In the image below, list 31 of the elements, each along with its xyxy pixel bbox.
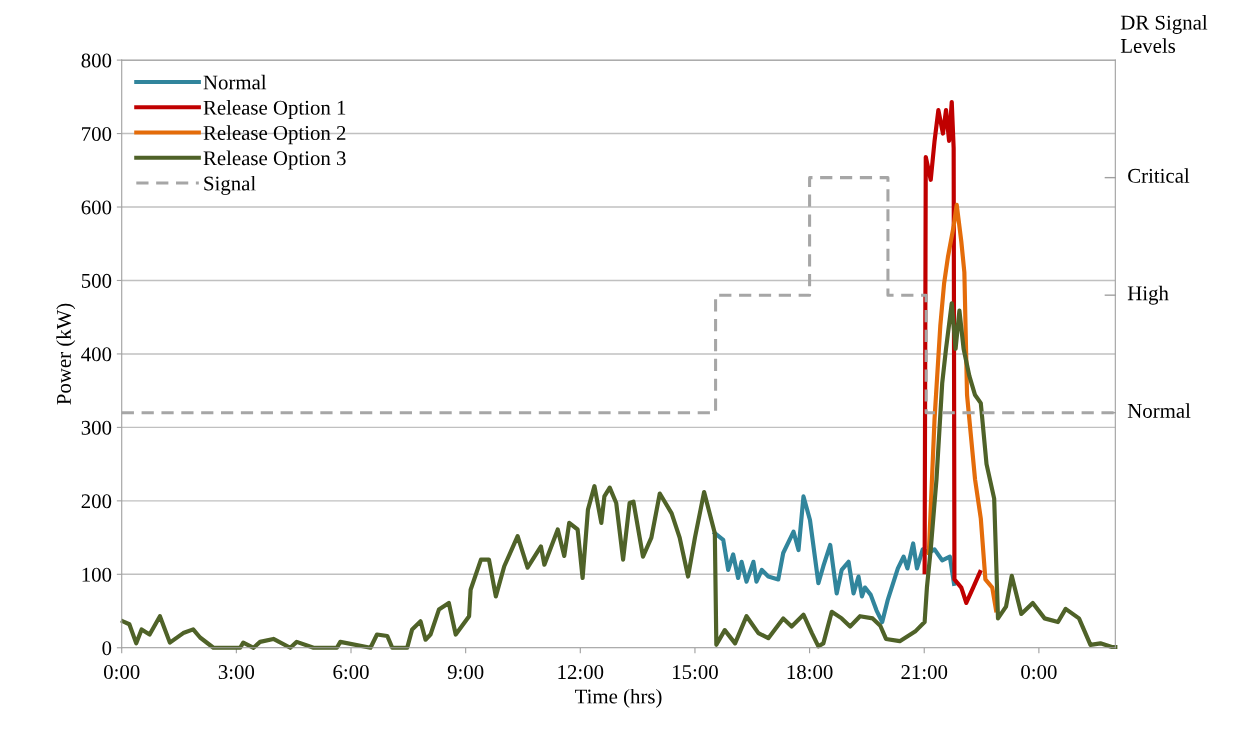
y-tick-label: 0 <box>102 641 112 656</box>
y-axis-title: Power (kW) <box>56 303 76 405</box>
y-tick-label: 100 <box>82 567 112 582</box>
y-tick-label: 300 <box>81 420 112 435</box>
legend-label: Release Option 1 <box>203 100 346 119</box>
line-series <box>926 202 999 613</box>
legend-label: Release Option 2 <box>203 125 346 145</box>
x-tick-label: 15:00 <box>673 665 718 680</box>
x-axis-title: Time (hrs) <box>575 688 662 708</box>
text: Critical <box>1128 168 1190 183</box>
text: Normal <box>1127 403 1191 418</box>
x-tick-label: 6:00 <box>333 665 369 680</box>
y-tick-label: 500 <box>81 273 112 288</box>
x-tick-label: 12:00 <box>558 665 604 680</box>
line-series <box>712 494 957 625</box>
legend-label: Signal <box>204 175 256 195</box>
x-tick-label: 0:00 <box>1021 665 1057 680</box>
legend-label: Normal <box>203 74 267 90</box>
x-tick-label: 18:00 <box>787 665 833 680</box>
y-tick-label: 400 <box>81 347 112 362</box>
y-tick-label: 200 <box>81 494 112 509</box>
y-tick-label: 700 <box>82 126 112 141</box>
text: High <box>1127 285 1169 305</box>
x-tick-label: 3:00 <box>218 665 255 680</box>
y-tick-label: 800 <box>81 53 112 68</box>
text: DR Signal Levels <box>1120 14 1208 53</box>
x-tick-label: 21:00 <box>901 665 948 680</box>
legend-label: Release Option 3 <box>203 150 346 170</box>
x-tick-label: 9:00 <box>447 665 484 680</box>
x-tick-label: 0:00 <box>103 665 140 680</box>
y-tick-label: 600 <box>81 200 112 215</box>
